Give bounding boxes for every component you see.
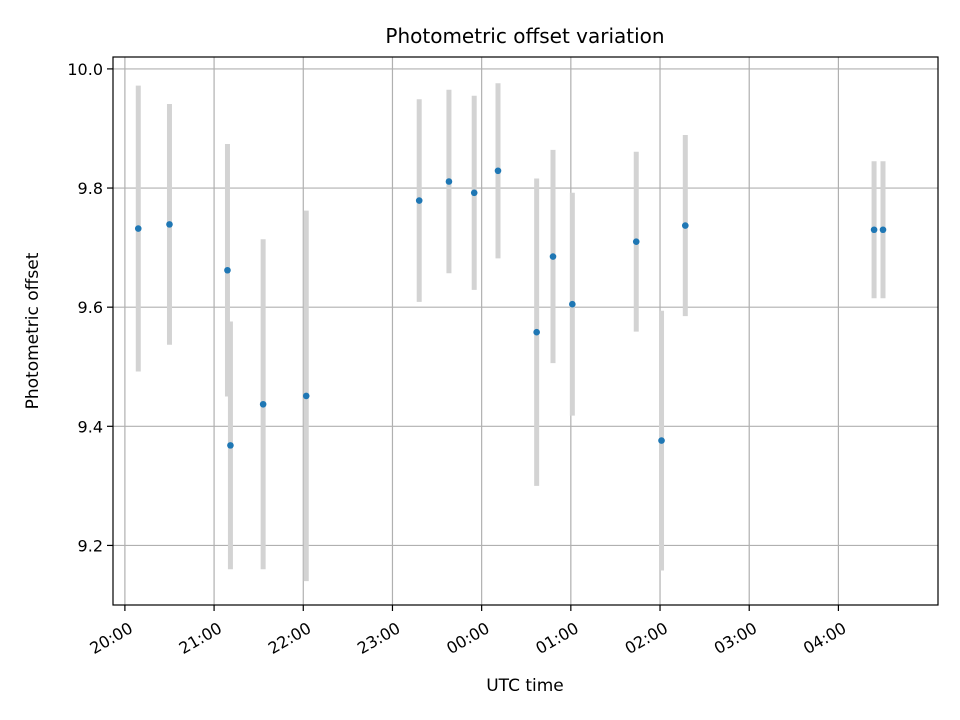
- data-point: [870, 226, 878, 234]
- data-point: [166, 221, 173, 228]
- y-axis-title: Photometric offset: [23, 252, 43, 409]
- x-axis-title: UTC time: [486, 676, 564, 696]
- y-tick-label: 10.0: [67, 60, 103, 79]
- data-point: [445, 178, 453, 185]
- data-point: [569, 300, 576, 308]
- data-point: [549, 253, 557, 260]
- data-points: [134, 167, 887, 449]
- data-point: [533, 328, 540, 336]
- y-tick-label: 9.6: [78, 298, 103, 317]
- data-point: [632, 238, 640, 245]
- y-tick-label: 9.4: [78, 417, 103, 436]
- data-point: [134, 225, 142, 232]
- data-point: [224, 266, 231, 274]
- chart-title: Photometric offset variation: [385, 24, 664, 48]
- data-point: [470, 189, 478, 197]
- data-point: [259, 400, 267, 408]
- data-point: [415, 197, 423, 204]
- data-point: [681, 222, 689, 229]
- data-point: [227, 442, 234, 449]
- data-point: [658, 437, 665, 444]
- data-point: [302, 392, 310, 400]
- plot-frame: [112, 56, 939, 606]
- data-point: [494, 167, 502, 175]
- y-axis-ticks: 9.2 9.4 9.6 9.8 10.0: [67, 60, 113, 555]
- y-tick-label: 9.8: [78, 179, 103, 198]
- data-point: [879, 226, 887, 234]
- y-tick-label: 9.2: [78, 536, 103, 555]
